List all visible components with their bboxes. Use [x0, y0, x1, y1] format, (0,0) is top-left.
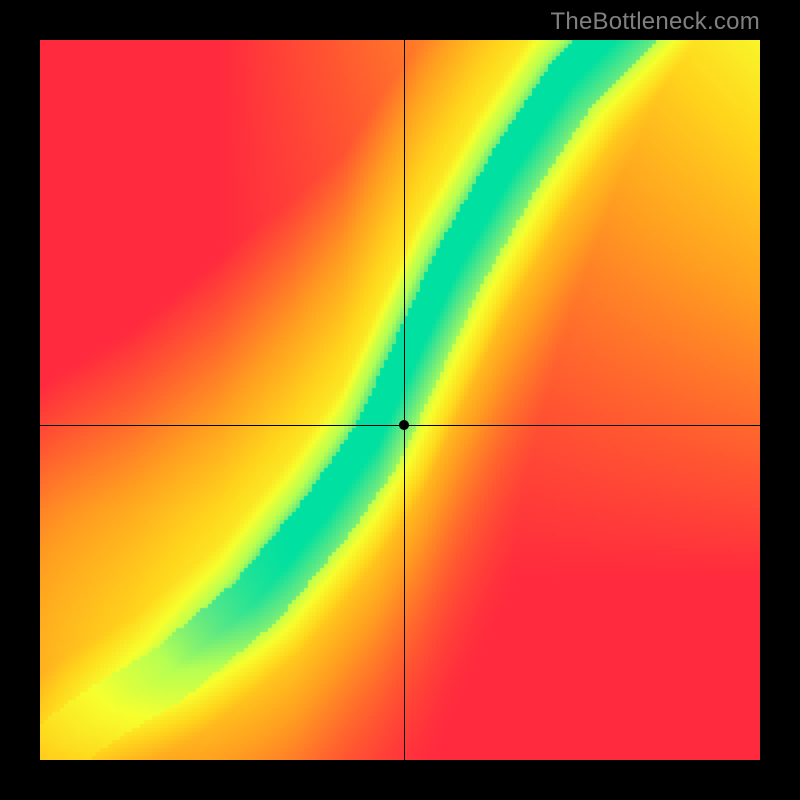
crosshair-vertical	[404, 40, 405, 760]
heatmap-canvas	[40, 40, 760, 760]
data-point-marker	[399, 420, 409, 430]
chart-container: TheBottleneck.com	[0, 0, 800, 800]
watermark-text: TheBottleneck.com	[550, 8, 760, 36]
heatmap-plot	[40, 40, 760, 760]
